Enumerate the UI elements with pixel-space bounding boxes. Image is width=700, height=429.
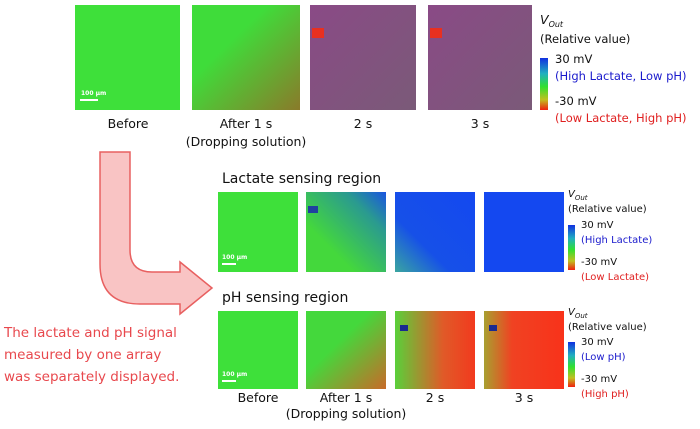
image-2s — [395, 311, 475, 389]
image-sublabel: (Dropping solution) — [186, 134, 307, 149]
colorbar-symbol: VOut — [568, 189, 588, 202]
spot — [400, 325, 408, 331]
image-label: 3 s — [471, 116, 489, 131]
colorbar-min-note: (Low Lactate, High pH) — [555, 111, 687, 125]
image-after-1s — [192, 5, 300, 110]
image-label: After 1 s — [220, 116, 272, 131]
image-before — [218, 311, 298, 389]
image-label: 2 s — [354, 116, 372, 131]
image-label: Before — [238, 390, 279, 405]
spot — [489, 325, 497, 331]
image-before — [218, 192, 298, 272]
colorbar-max: 30 mV — [555, 52, 592, 66]
image-before — [75, 5, 180, 110]
image-label: 3 s — [515, 390, 533, 405]
colorbar-max: 30 mV — [581, 220, 614, 231]
colorbar-min: -30 mV — [581, 374, 617, 385]
subscript: Out — [575, 194, 588, 202]
colorbar-symbol: VOut — [568, 307, 588, 320]
colorbar-max-note: (High Lactate) — [581, 235, 652, 246]
colorbar-max-note: (Low pH) — [581, 352, 626, 363]
colorbar-note: (Relative value) — [568, 204, 647, 215]
scale-bar-label: 100 µm — [222, 371, 247, 378]
image-label: After 1 s — [320, 390, 372, 405]
scale-bar-label: 100 µm — [81, 90, 106, 97]
colorbar-max: 30 mV — [581, 337, 614, 348]
colorbar-min: -30 mV — [581, 257, 617, 268]
subscript: Out — [549, 20, 564, 29]
symbol: V — [540, 12, 550, 27]
scale-bar-label: 100 µm — [222, 254, 247, 261]
colorbar — [568, 342, 575, 387]
colorbar-min-note: (High pH) — [581, 389, 629, 400]
colorbar — [568, 225, 575, 270]
spot — [430, 28, 442, 38]
image-after-1s — [306, 311, 386, 389]
subscript: Out — [575, 312, 588, 320]
panel-title: Lactate sensing region — [222, 171, 381, 187]
spot — [312, 28, 324, 38]
colorbar-min: -30 mV — [555, 94, 597, 108]
symbol: V — [568, 189, 576, 200]
note-line: The lactate and pH signal — [3, 325, 177, 341]
spot — [308, 206, 318, 213]
image-label: Before — [108, 116, 149, 131]
colorbar-symbol: VOut — [540, 12, 564, 29]
image-label: 2 s — [426, 390, 444, 405]
image-3s — [428, 5, 532, 110]
symbol: V — [568, 307, 576, 318]
image-3s — [484, 311, 564, 389]
colorbar — [540, 58, 548, 110]
image-after-1s — [306, 192, 386, 272]
note-line: was separately displayed. — [4, 369, 179, 385]
arrow — [99, 151, 214, 316]
image-sublabel: (Dropping solution) — [286, 406, 407, 421]
colorbar-note: (Relative value) — [568, 322, 647, 333]
image-2s — [395, 192, 475, 272]
panel-title: pH sensing region — [222, 290, 348, 306]
colorbar-note: (Relative value) — [540, 32, 630, 46]
colorbar-min-note: (Low Lactate) — [581, 272, 649, 283]
colorbar-max-note: (High Lactate, Low pH) — [555, 69, 687, 83]
note-line: measured by one array — [4, 347, 161, 363]
image-3s — [484, 192, 564, 272]
image-2s — [310, 5, 416, 110]
